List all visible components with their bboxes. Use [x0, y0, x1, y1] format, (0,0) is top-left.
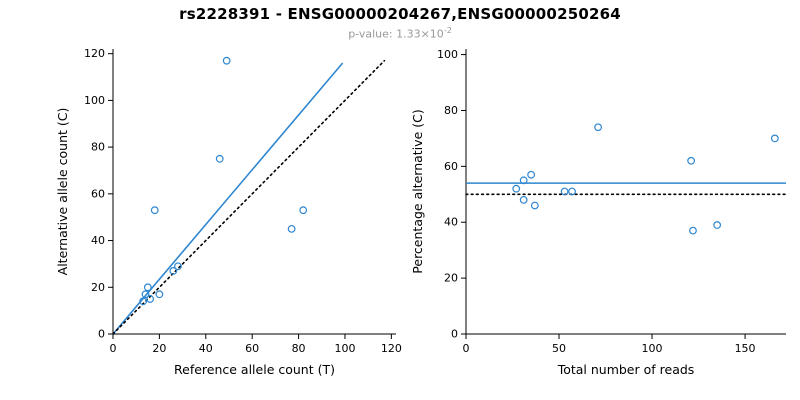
svg-text:20: 20: [444, 271, 458, 284]
scatter-percentage-vs-reads: 0 50 100 150 0 20 40 60 80 100 Total number of rea…: [410, 48, 787, 377]
svg-text:Alternative allele count (C): Alternative allele count (C): [55, 107, 70, 275]
svg-text:40: 40: [444, 215, 458, 228]
svg-text:0: 0: [98, 327, 105, 340]
svg-text:Reference allele count (T): Reference allele count (T): [174, 362, 335, 377]
svg-text:40: 40: [199, 342, 213, 355]
svg-text:100: 100: [334, 342, 355, 355]
plot-header: rs2228391 - ENSG00000204267,ENSG00000250…: [0, 0, 800, 41]
svg-text:150: 150: [735, 342, 756, 355]
svg-text:80: 80: [91, 140, 105, 153]
svg-text:40: 40: [91, 234, 105, 247]
svg-text:0: 0: [463, 342, 470, 355]
svg-text:100: 100: [84, 94, 105, 107]
svg-text:50: 50: [552, 342, 566, 355]
svg-text:80: 80: [444, 104, 458, 117]
svg-text:80: 80: [292, 342, 306, 355]
svg-text:60: 60: [91, 187, 105, 200]
svg-text:120: 120: [84, 47, 105, 60]
svg-text:100: 100: [642, 342, 663, 355]
plot-subtitle: p-value: 1.33×10-2: [0, 26, 800, 41]
scatter-allele-counts: 0 20 40 60 80 100 120 0 20 40 60 80 100 120 Reference …: [55, 47, 402, 377]
charts-container: 0 20 40 60 80 100 120 0 20 40 60 80 100 120 Reference …: [0, 41, 800, 396]
svg-text:0: 0: [451, 327, 458, 340]
plot-title: rs2228391 - ENSG00000204267,ENSG00000250…: [179, 5, 621, 23]
svg-text:100: 100: [437, 48, 458, 61]
svg-text:20: 20: [91, 280, 105, 293]
pvalue-text: p-value: 1.33×10: [348, 27, 444, 41]
svg-text:Total number of reads: Total number of reads: [557, 362, 695, 377]
svg-text:60: 60: [444, 160, 458, 173]
svg-text:120: 120: [381, 342, 402, 355]
svg-text:Percentage alternative (C): Percentage alternative (C): [410, 109, 425, 273]
svg-text:60: 60: [245, 342, 259, 355]
svg-text:0: 0: [110, 342, 117, 355]
pvalue-exponent: -2: [443, 26, 452, 35]
svg-text:20: 20: [152, 342, 166, 355]
